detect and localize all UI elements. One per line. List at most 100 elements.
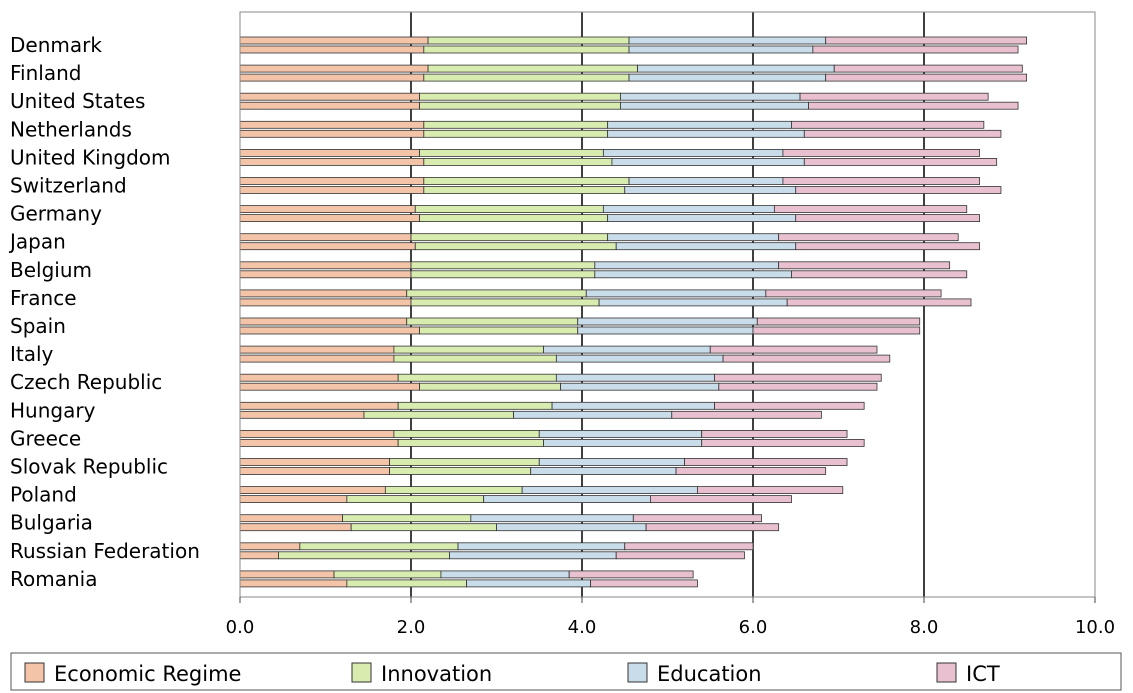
bar-segment (538, 458, 686, 466)
bar-segment (350, 523, 497, 532)
bar-segment (675, 467, 827, 475)
category-label: Romania (10, 567, 97, 591)
x-tick-label: 0.0 (226, 617, 255, 638)
bar-segment (414, 205, 604, 214)
bar-segment (410, 298, 600, 307)
bar-segment (239, 36, 429, 45)
bar-segment (513, 410, 673, 419)
bar-segment (239, 73, 425, 82)
bar-segment (825, 36, 1027, 45)
bar-segment (496, 523, 647, 532)
bar-segment (278, 551, 450, 560)
bar-segment (466, 579, 591, 588)
legend: Economic Regime Innovation Education ICT (10, 652, 1122, 691)
bar-segment (803, 129, 1002, 138)
bar-segment (239, 579, 348, 588)
bar-segment (543, 345, 711, 354)
bar-segment (756, 317, 921, 326)
legend-frame (10, 652, 1122, 691)
bar-segment (419, 214, 609, 223)
bar-segment (752, 326, 921, 335)
x-tick-label: 4.0 (568, 617, 597, 638)
bar-segment (423, 186, 626, 194)
bar-segment (483, 495, 651, 504)
category-label: Spain (10, 314, 66, 338)
plot-frame (239, 11, 1096, 598)
bar-segment (423, 129, 609, 138)
bar-segment (333, 570, 442, 579)
bar-segment (607, 120, 792, 129)
bar-segment (602, 205, 775, 214)
category-label: Hungary (10, 398, 96, 422)
bar-segment (239, 486, 386, 495)
category-label: Bulgaria (10, 511, 93, 535)
bar-segment (239, 64, 429, 73)
bar-segment (607, 214, 797, 223)
legend-label: ICT (966, 662, 1000, 686)
bar-segment (239, 186, 425, 194)
bar-segment (406, 289, 587, 298)
bar-segment (239, 382, 420, 391)
bar-segment (239, 45, 425, 54)
bar-segment (410, 270, 596, 279)
bar-segment (239, 120, 425, 129)
bar-segment (568, 570, 694, 579)
bar-segment (577, 326, 754, 335)
bar-segment (795, 242, 980, 251)
bar-segment (239, 157, 425, 166)
bar-segment (384, 486, 523, 495)
bar-segment (833, 64, 1023, 73)
bar-segment (239, 401, 399, 410)
bar-segment (722, 354, 891, 363)
bar-segment (239, 345, 395, 354)
bar-segment (718, 382, 878, 391)
category-label: United States (10, 89, 145, 113)
bar-segment (239, 570, 335, 579)
bar-segment (419, 382, 562, 391)
bar-segment (423, 45, 630, 54)
category-label: Netherlands (10, 117, 132, 141)
bar-segment (577, 317, 758, 326)
bar-segment (602, 148, 784, 157)
bar-segment (628, 45, 814, 54)
bar-segment (628, 177, 784, 185)
x-tick-label: 8.0 (910, 617, 939, 638)
bar-segment (239, 242, 416, 251)
bar-segment (410, 261, 596, 270)
bar-segment (346, 495, 485, 504)
bar-segment (449, 551, 617, 560)
legend-swatch (936, 662, 957, 683)
x-axis-ticks: 0.0 2.0 4.0 6.0 8.0 10.0 (226, 597, 1115, 638)
category-label: Denmark (10, 33, 102, 57)
bar-segment (791, 270, 968, 279)
bar-segment (410, 233, 609, 242)
bar-segment (457, 542, 626, 551)
bar-segment (624, 542, 754, 551)
bar-segment (299, 542, 459, 551)
bar-segment (346, 579, 467, 588)
bar-segment (620, 92, 801, 101)
bar-segment (423, 73, 630, 82)
bar-segment (393, 429, 540, 438)
bar-segment (397, 373, 557, 382)
bar-segment (239, 289, 408, 298)
bar-segment (555, 373, 715, 382)
bar-segment (799, 92, 989, 101)
x-tick-label: 2.0 (397, 617, 426, 638)
bar-segment (397, 438, 544, 447)
bar-segment (637, 64, 835, 73)
bar-segment (440, 570, 570, 579)
bar-segment (812, 45, 1019, 54)
category-label: Slovak Republic (10, 455, 168, 479)
bar-segment (615, 242, 797, 251)
bar-segment (239, 458, 391, 466)
bar-segment (709, 345, 878, 354)
bar-segment (791, 120, 985, 129)
legend-swatch (351, 662, 372, 683)
bar-segment (406, 317, 579, 326)
bar-segment (607, 129, 805, 138)
bar-segment (611, 157, 805, 166)
bar-segment (538, 429, 703, 438)
bar-segment (765, 289, 942, 298)
